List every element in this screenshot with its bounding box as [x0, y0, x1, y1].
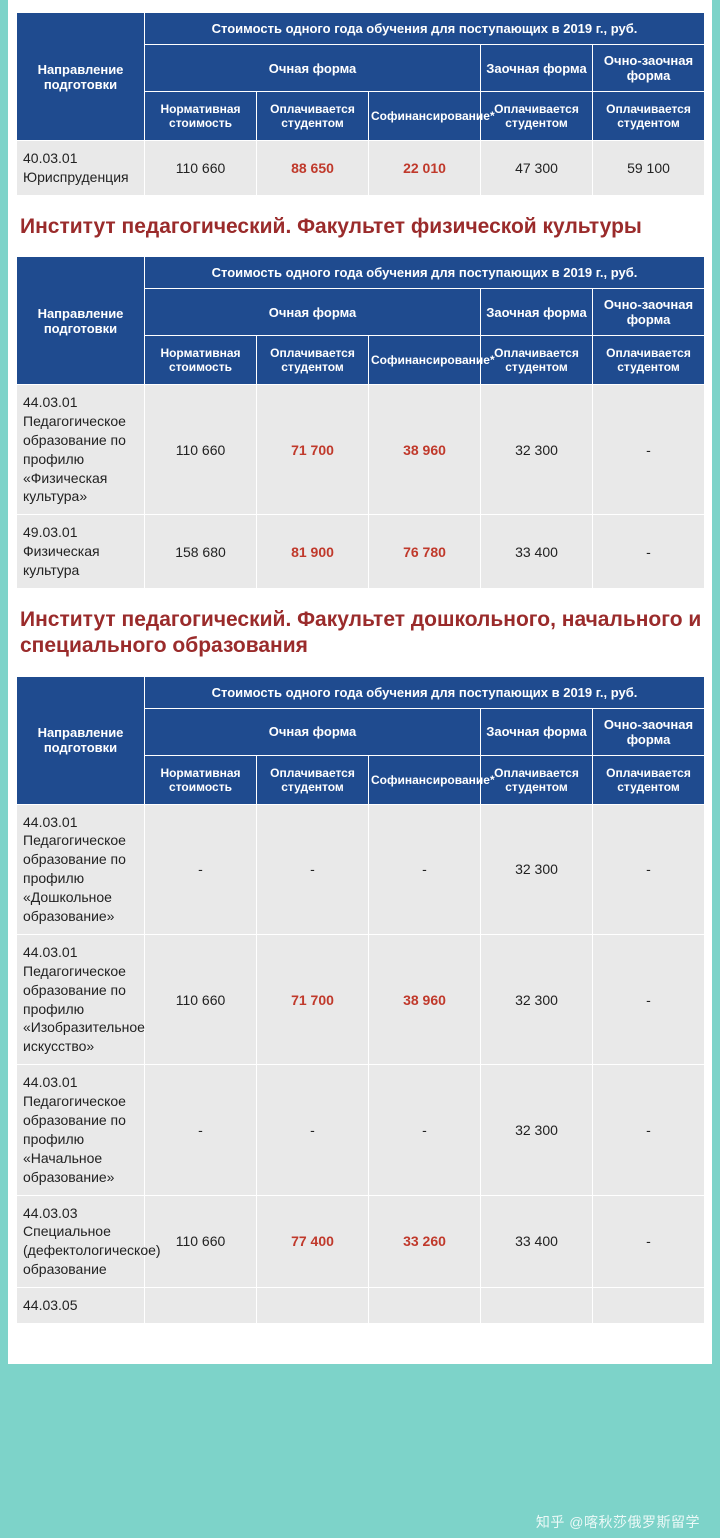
student-part-cell: 33 400 [481, 515, 593, 589]
table-row: 44.03.01 Педагогическое образование по п… [17, 1065, 705, 1195]
normative-cell: 158 680 [145, 515, 257, 589]
normative-cell [145, 1288, 257, 1324]
header-parttime: Заочная форма [481, 289, 593, 336]
normative-cell: - [145, 1065, 257, 1195]
header-normative: Нормативная стоимость [145, 755, 257, 804]
header-main: Стоимость одного года обучения для посту… [145, 13, 705, 45]
student-mixed-cell: - [593, 804, 705, 934]
program-name-cell: 40.03.01 Юриспруденция [17, 141, 145, 196]
program-name-cell: 49.03.01 Физическая культура [17, 515, 145, 589]
header-normative: Нормативная стоимость [145, 336, 257, 385]
header-paid-student-2: Оплачивается студентом [481, 92, 593, 141]
table-row: 44.03.01 Педагогическое образование по п… [17, 804, 705, 934]
header-mixed: Очно-заочная форма [593, 708, 705, 755]
program-name-cell: 44.03.03 Специальное (дефектологическое)… [17, 1195, 145, 1288]
student-mixed-cell [593, 1288, 705, 1324]
cost-table: Направление подготовкиСтоимость одного г… [16, 12, 705, 196]
header-main: Стоимость одного года обучения для посту… [145, 257, 705, 289]
student-part-cell: 32 300 [481, 804, 593, 934]
header-mixed: Очно-заочная форма [593, 45, 705, 92]
student-part-cell: 32 300 [481, 934, 593, 1064]
table-row: 40.03.01 Юриспруденция110 66088 65022 01… [17, 141, 705, 196]
header-parttime: Заочная форма [481, 708, 593, 755]
student-part-cell: 32 300 [481, 385, 593, 515]
header-cofinancing: Софинансирование* [369, 336, 481, 385]
table-row: 44.03.01 Педагогическое образование по п… [17, 385, 705, 515]
program-name-cell: 44.03.01 Педагогическое образование по п… [17, 804, 145, 934]
header-mixed: Очно-заочная форма [593, 289, 705, 336]
header-parttime: Заочная форма [481, 45, 593, 92]
student-mixed-cell: - [593, 385, 705, 515]
normative-cell: - [145, 804, 257, 934]
header-direction: Направление подготовки [17, 676, 145, 804]
student-full-cell: 71 700 [257, 385, 369, 515]
header-paid-student-3: Оплачивается студентом [593, 755, 705, 804]
program-name-cell: 44.03.01 Педагогическое образование по п… [17, 934, 145, 1064]
normative-cell: 110 660 [145, 1195, 257, 1288]
header-paid-student-2: Оплачивается студентом [481, 336, 593, 385]
normative-cell: 110 660 [145, 385, 257, 515]
header-paid-student-3: Оплачивается студентом [593, 336, 705, 385]
cofinance-cell: - [369, 1065, 481, 1195]
student-part-cell [481, 1288, 593, 1324]
cofinance-cell: - [369, 804, 481, 934]
header-direction: Направление подготовки [17, 13, 145, 141]
watermark: 知乎 @喀秋莎俄罗斯留学 [536, 1512, 700, 1532]
header-normative: Нормативная стоимость [145, 92, 257, 141]
header-paid-student-1: Оплачивается студентом [257, 92, 369, 141]
section-title: Институт педагогический. Факультет дошко… [20, 607, 704, 660]
page-content: Направление подготовкиСтоимость одного г… [8, 0, 712, 1364]
table-row: 44.03.03 Специальное (дефектологическое)… [17, 1195, 705, 1288]
table-row: 44.03.05 [17, 1288, 705, 1324]
normative-cell: 110 660 [145, 141, 257, 196]
student-part-cell: 47 300 [481, 141, 593, 196]
cofinance-cell: 33 260 [369, 1195, 481, 1288]
student-full-cell: - [257, 804, 369, 934]
header-cofinancing: Софинансирование* [369, 92, 481, 141]
program-name-cell: 44.03.01 Педагогическое образование по п… [17, 1065, 145, 1195]
cofinance-cell: 38 960 [369, 934, 481, 1064]
table-row: 49.03.01 Физическая культура158 68081 90… [17, 515, 705, 589]
student-full-cell [257, 1288, 369, 1324]
student-mixed-cell: - [593, 515, 705, 589]
cost-table: Направление подготовкиСтоимость одного г… [16, 256, 705, 589]
cofinance-cell: 38 960 [369, 385, 481, 515]
student-full-cell: 71 700 [257, 934, 369, 1064]
cofinance-cell: 22 010 [369, 141, 481, 196]
cofinance-cell: 76 780 [369, 515, 481, 589]
cofinance-cell [369, 1288, 481, 1324]
header-cofinancing: Софинансирование* [369, 755, 481, 804]
header-paid-student-3: Оплачивается студентом [593, 92, 705, 141]
student-full-cell: - [257, 1065, 369, 1195]
student-full-cell: 77 400 [257, 1195, 369, 1288]
section-title: Институт педагогический. Факультет физич… [20, 214, 704, 240]
normative-cell: 110 660 [145, 934, 257, 1064]
student-mixed-cell: - [593, 934, 705, 1064]
table-row: 44.03.01 Педагогическое образование по п… [17, 934, 705, 1064]
student-mixed-cell: - [593, 1195, 705, 1288]
student-mixed-cell: - [593, 1065, 705, 1195]
student-mixed-cell: 59 100 [593, 141, 705, 196]
program-name-cell: 44.03.05 [17, 1288, 145, 1324]
program-name-cell: 44.03.01 Педагогическое образование по п… [17, 385, 145, 515]
student-full-cell: 88 650 [257, 141, 369, 196]
header-fulltime: Очная форма [145, 45, 481, 92]
header-fulltime: Очная форма [145, 289, 481, 336]
header-paid-student-1: Оплачивается студентом [257, 755, 369, 804]
header-paid-student-2: Оплачивается студентом [481, 755, 593, 804]
header-main: Стоимость одного года обучения для посту… [145, 676, 705, 708]
header-paid-student-1: Оплачивается студентом [257, 336, 369, 385]
student-part-cell: 33 400 [481, 1195, 593, 1288]
header-direction: Направление подготовки [17, 257, 145, 385]
header-fulltime: Очная форма [145, 708, 481, 755]
student-part-cell: 32 300 [481, 1065, 593, 1195]
cost-table: Направление подготовкиСтоимость одного г… [16, 676, 705, 1324]
student-full-cell: 81 900 [257, 515, 369, 589]
